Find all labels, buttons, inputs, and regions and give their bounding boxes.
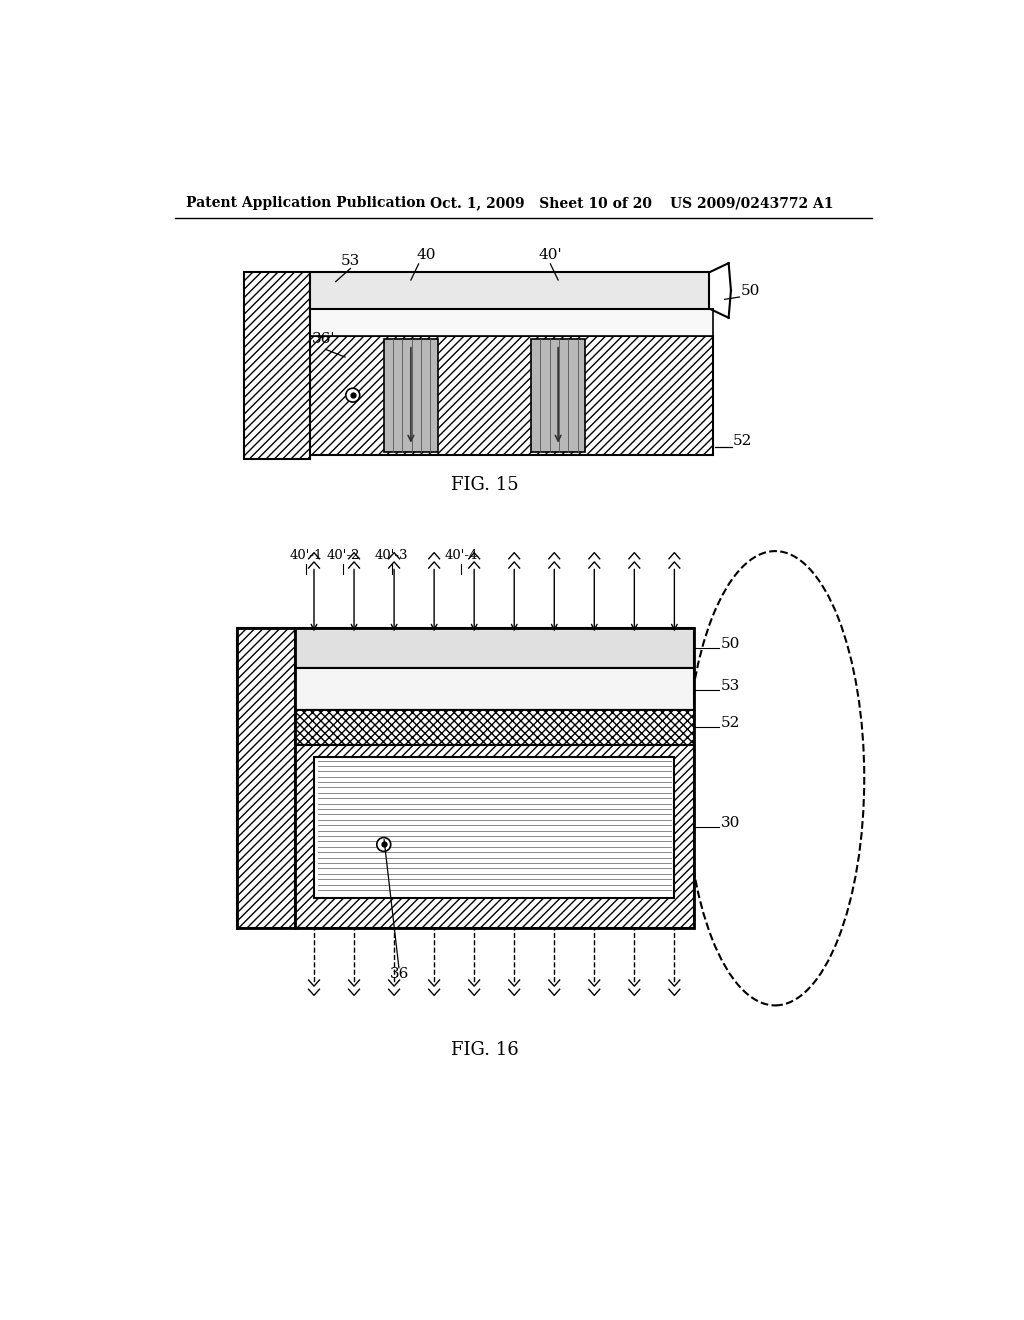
Text: 36: 36 [389,968,409,982]
Bar [237,628,295,928]
Bar [295,668,693,710]
Bar [310,272,710,309]
Bar [295,628,693,668]
Text: Oct. 1, 2009   Sheet 10 of 20: Oct. 1, 2009 Sheet 10 of 20 [430,197,652,210]
Text: 36': 36' [311,333,335,346]
Text: 50: 50 [740,285,760,298]
Bar [237,628,295,928]
Text: Patent Application Publication: Patent Application Publication [186,197,426,210]
Text: FIG. 15: FIG. 15 [451,475,518,494]
Circle shape [377,838,391,851]
Text: 52: 52 [721,717,740,730]
Text: US 2009/0243772 A1: US 2009/0243772 A1 [671,197,834,210]
Text: 40'-2: 40'-2 [327,549,360,562]
Bar [295,744,693,928]
Bar [256,335,713,455]
Text: 40'-4: 40'-4 [444,549,478,562]
Text: 53: 53 [721,678,740,693]
Bar [310,309,713,335]
Bar [245,272,310,459]
Bar [245,272,310,459]
Bar [256,335,713,455]
Bar [295,744,693,928]
Text: 50: 50 [721,638,740,651]
Bar [531,339,586,451]
Text: 53: 53 [341,253,360,268]
Circle shape [346,388,359,403]
Bar [295,710,693,744]
Text: 40'-3: 40'-3 [375,549,409,562]
Bar [295,628,693,928]
Text: 40'-1: 40'-1 [290,549,323,562]
Text: 40': 40' [539,248,562,261]
Text: FIG. 16: FIG. 16 [451,1041,518,1060]
Bar [295,710,693,744]
Text: 52: 52 [732,434,752,447]
Text: 30: 30 [721,816,740,830]
Bar [314,756,675,898]
Bar [384,339,438,451]
Text: 40: 40 [417,248,436,261]
